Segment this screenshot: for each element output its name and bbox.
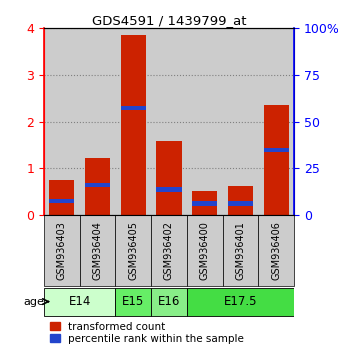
Text: E15: E15: [122, 295, 144, 308]
Bar: [228, 186, 253, 215]
Text: E16: E16: [158, 295, 180, 308]
FancyBboxPatch shape: [187, 215, 223, 286]
Bar: [121, 106, 146, 110]
Bar: [258, 28, 294, 215]
Text: GSM936404: GSM936404: [93, 221, 102, 280]
Text: GSM936406: GSM936406: [271, 221, 281, 280]
Bar: [49, 180, 74, 215]
Legend: transformed count, percentile rank within the sample: transformed count, percentile rank withi…: [49, 321, 245, 345]
Bar: [187, 28, 223, 215]
Text: GSM936400: GSM936400: [200, 221, 210, 280]
Bar: [223, 28, 258, 215]
Bar: [264, 148, 289, 152]
Bar: [264, 105, 289, 215]
Text: E17.5: E17.5: [224, 295, 257, 308]
Text: E14: E14: [69, 295, 91, 308]
Bar: [156, 141, 182, 215]
Bar: [192, 201, 217, 206]
Bar: [44, 28, 80, 215]
Bar: [115, 28, 151, 215]
Text: GSM936401: GSM936401: [236, 221, 245, 280]
FancyBboxPatch shape: [115, 287, 151, 315]
FancyBboxPatch shape: [44, 215, 80, 286]
Bar: [80, 28, 115, 215]
Bar: [192, 191, 217, 215]
Bar: [151, 28, 187, 215]
Text: GSM936405: GSM936405: [128, 221, 138, 280]
FancyBboxPatch shape: [223, 215, 258, 286]
Bar: [85, 183, 110, 187]
FancyBboxPatch shape: [115, 215, 151, 286]
Bar: [49, 199, 74, 203]
Bar: [85, 158, 110, 215]
Text: age: age: [24, 297, 45, 307]
Text: GSM936403: GSM936403: [57, 221, 67, 280]
Bar: [228, 201, 253, 206]
FancyBboxPatch shape: [80, 215, 115, 286]
FancyBboxPatch shape: [151, 287, 187, 315]
FancyBboxPatch shape: [44, 287, 115, 315]
Title: GDS4591 / 1439799_at: GDS4591 / 1439799_at: [92, 14, 246, 27]
Text: GSM936402: GSM936402: [164, 221, 174, 280]
FancyBboxPatch shape: [258, 215, 294, 286]
Bar: [156, 187, 182, 192]
FancyBboxPatch shape: [187, 287, 294, 315]
FancyBboxPatch shape: [151, 215, 187, 286]
Bar: [121, 35, 146, 215]
